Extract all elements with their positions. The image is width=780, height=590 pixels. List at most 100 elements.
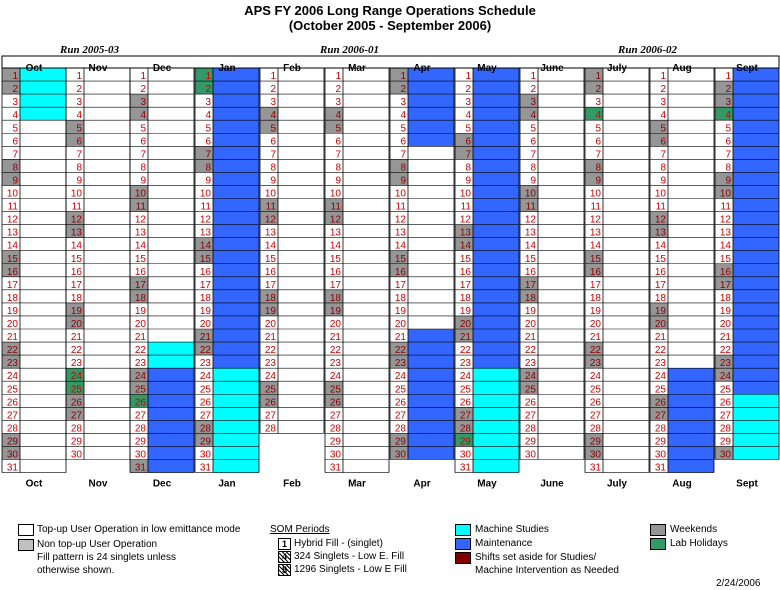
day-body-cell bbox=[20, 394, 66, 408]
schedule-title: APS FY 2006 Long Range Operations Schedu… bbox=[244, 3, 536, 18]
day-number-cell bbox=[390, 172, 408, 186]
day-number: 17 bbox=[200, 280, 212, 291]
day-body-cell bbox=[538, 133, 584, 147]
day-number-cell bbox=[2, 263, 20, 277]
month-bottom-sept: Sept bbox=[736, 479, 758, 490]
day-body-cell bbox=[668, 68, 714, 82]
day-body-cell bbox=[668, 120, 714, 134]
day-number-cell bbox=[715, 368, 733, 382]
day-number-cell bbox=[715, 107, 733, 121]
day-number-cell bbox=[325, 381, 343, 395]
day-number: 3 bbox=[12, 97, 18, 108]
day-number-cell bbox=[455, 198, 473, 212]
day-number-cell bbox=[260, 185, 278, 199]
day-body-cell bbox=[473, 289, 519, 303]
day-body-cell bbox=[84, 302, 130, 316]
day-number: 17 bbox=[395, 280, 407, 291]
day-body-cell bbox=[343, 433, 389, 447]
day-number: 2 bbox=[140, 84, 146, 95]
day-number: 19 bbox=[460, 306, 472, 317]
day-number-cell bbox=[2, 433, 20, 447]
day-number: 2 bbox=[725, 84, 731, 95]
day-body-cell bbox=[148, 211, 194, 225]
day-number: 29 bbox=[655, 436, 667, 447]
day-number-cell bbox=[390, 133, 408, 147]
day-body-cell bbox=[538, 315, 584, 329]
day-body-cell bbox=[473, 355, 519, 369]
day-number: 1 bbox=[12, 71, 18, 82]
day-body-cell bbox=[473, 433, 519, 447]
day-body-cell bbox=[668, 94, 714, 108]
day-number-cell bbox=[390, 355, 408, 369]
day-body-cell bbox=[148, 342, 194, 356]
day-number: 8 bbox=[465, 162, 471, 173]
day-number-cell bbox=[2, 172, 20, 186]
day-number-cell bbox=[650, 433, 668, 447]
day-number-cell bbox=[520, 289, 538, 303]
day-number-cell bbox=[585, 120, 603, 134]
day-number-cell bbox=[325, 420, 343, 434]
day-number-cell bbox=[2, 446, 20, 460]
day-number-cell bbox=[715, 433, 733, 447]
day-number: 6 bbox=[595, 136, 601, 147]
day-body-cell bbox=[278, 120, 324, 134]
day-number: 9 bbox=[140, 175, 146, 186]
month-top-july: July bbox=[607, 63, 627, 74]
day-body-cell bbox=[668, 185, 714, 199]
day-body-cell bbox=[603, 107, 649, 121]
day-number: 4 bbox=[335, 110, 341, 121]
day-number-cell bbox=[650, 263, 668, 277]
day-number-cell bbox=[66, 172, 84, 186]
day-number: 27 bbox=[200, 410, 212, 421]
day-number: 28 bbox=[590, 423, 602, 434]
day-number: 8 bbox=[270, 162, 276, 173]
day-number: 17 bbox=[71, 280, 83, 291]
day-number: 20 bbox=[200, 319, 212, 330]
day-number: 26 bbox=[71, 397, 83, 408]
day-number: 10 bbox=[460, 189, 472, 200]
day-number-cell bbox=[520, 433, 538, 447]
day-number: 23 bbox=[525, 358, 537, 369]
day-number-cell bbox=[66, 381, 84, 395]
day-number-cell bbox=[260, 198, 278, 212]
day-number: 3 bbox=[725, 97, 731, 108]
day-number: 4 bbox=[465, 110, 471, 121]
day-number-cell bbox=[130, 355, 148, 369]
day-number-cell bbox=[66, 133, 84, 147]
day-number: 8 bbox=[725, 162, 731, 173]
day-number-cell bbox=[195, 146, 213, 160]
day-number-cell bbox=[2, 420, 20, 434]
day-number-cell bbox=[520, 81, 538, 95]
day-number-cell bbox=[585, 263, 603, 277]
day-body-cell bbox=[84, 250, 130, 264]
day-number: 9 bbox=[400, 175, 406, 186]
day-number-cell bbox=[390, 302, 408, 316]
day-number: 28 bbox=[7, 423, 19, 434]
day-body-cell bbox=[343, 133, 389, 147]
day-number: 16 bbox=[200, 267, 212, 278]
day-number-cell bbox=[390, 237, 408, 251]
day-number-cell bbox=[195, 107, 213, 121]
day-number-cell bbox=[195, 420, 213, 434]
day-number-cell bbox=[650, 133, 668, 147]
day-number: 6 bbox=[140, 136, 146, 147]
day-body-cell bbox=[733, 146, 779, 160]
day-number-cell bbox=[325, 394, 343, 408]
day-number-cell bbox=[585, 107, 603, 121]
day-number-cell bbox=[2, 146, 20, 160]
day-number-cell bbox=[390, 159, 408, 173]
day-body-cell bbox=[278, 146, 324, 160]
day-number: 24 bbox=[265, 371, 277, 382]
day-body-cell bbox=[343, 446, 389, 460]
day-number: 26 bbox=[265, 397, 277, 408]
day-number: 22 bbox=[330, 345, 342, 356]
day-number-cell bbox=[325, 368, 343, 382]
day-number: 5 bbox=[400, 123, 406, 134]
day-number-cell bbox=[715, 237, 733, 251]
day-number: 9 bbox=[12, 175, 18, 186]
day-number: 5 bbox=[725, 123, 731, 134]
day-number: 23 bbox=[460, 358, 472, 369]
day-number: 20 bbox=[71, 319, 83, 330]
day-number: 15 bbox=[460, 254, 472, 265]
day-number-cell bbox=[390, 211, 408, 225]
